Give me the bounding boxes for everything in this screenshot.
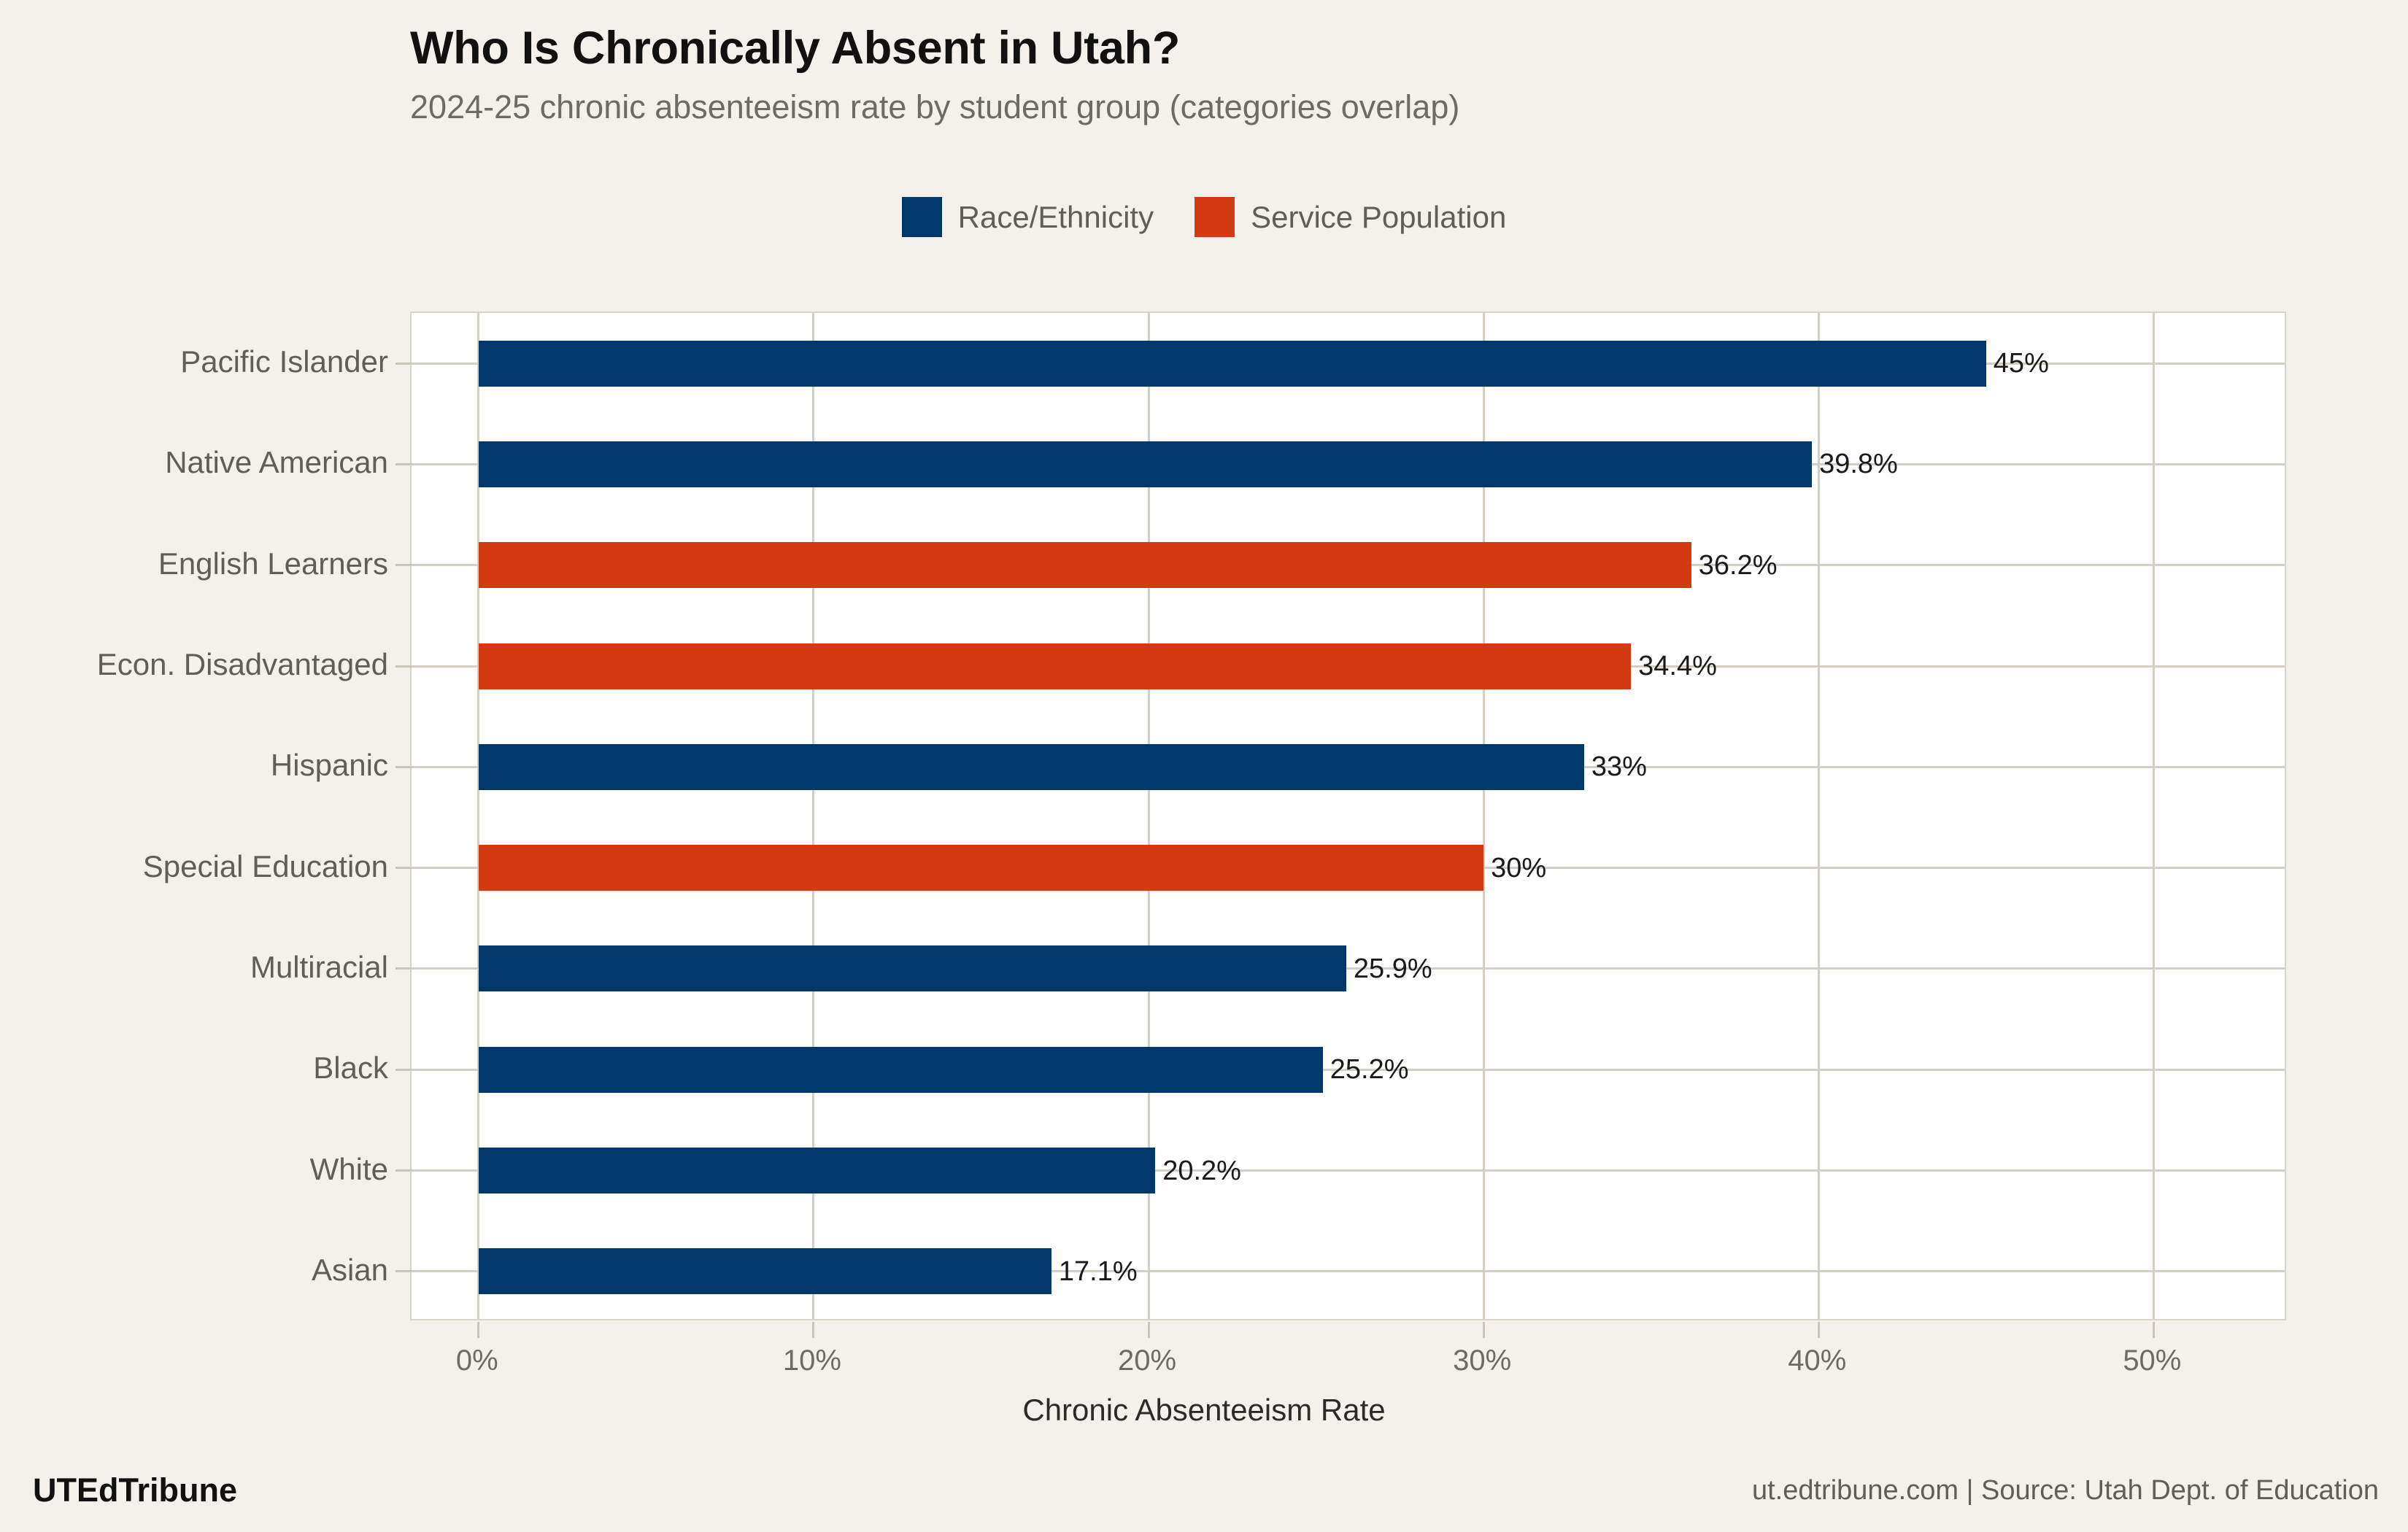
bar-value-label: 36.2% — [1698, 549, 1778, 581]
bar[interactable] — [478, 1148, 1156, 1194]
chart-footer: UTEdTribune ut.edtribune.com | Source: U… — [0, 1474, 2408, 1517]
footer-brand: UTEdTribune — [33, 1471, 237, 1509]
bar-value-label: 20.2% — [1162, 1155, 1241, 1186]
x-axis-tick — [1147, 1322, 1150, 1338]
y-tick-label: Black — [313, 1051, 388, 1086]
x-axis-tick — [812, 1322, 815, 1338]
y-tick-label: English Learners — [158, 546, 388, 581]
legend-entry[interactable]: Race/Ethnicity — [901, 197, 1154, 237]
bar-value-label: 17.1% — [1058, 1256, 1138, 1287]
bar-value-label: 30% — [1491, 852, 1547, 883]
x-axis-tick — [477, 1322, 480, 1338]
x-gridline — [477, 313, 480, 1319]
x-gridline — [1482, 313, 1485, 1319]
legend-label: Service Population — [1251, 199, 1507, 234]
bar[interactable] — [478, 542, 1691, 589]
x-gridline — [1147, 313, 1150, 1319]
y-tick-label: Special Education — [142, 848, 388, 883]
chart-subtitle: 2024-25 chronic absenteeism rate by stud… — [410, 88, 1460, 126]
bar[interactable] — [478, 1248, 1051, 1295]
x-tick-label: 0% — [455, 1345, 498, 1377]
y-tick-label: Native American — [165, 445, 388, 480]
y-axis-tick — [395, 765, 412, 768]
legend-entry[interactable]: Service Population — [1195, 197, 1506, 237]
x-gridline — [2152, 313, 2155, 1319]
y-axis-tick — [395, 1270, 412, 1273]
footer-source: ut.edtribune.com | Source: Utah Dept. of… — [1751, 1475, 2379, 1506]
y-tick-label: Hispanic — [270, 748, 388, 783]
x-axis-tick — [1482, 1322, 1485, 1338]
plot-area: 45% 39.8% 36.2% 34.4% 33% 30% 25.9% 25.2% 20.2% 1… — [395, 312, 2286, 1338]
bar[interactable] — [478, 441, 1813, 487]
legend-swatch-icon — [1195, 197, 1235, 237]
x-tick-label: 50% — [2123, 1345, 2182, 1377]
y-axis-tick — [395, 1068, 412, 1071]
bar-value-label: 25.9% — [1353, 953, 1432, 984]
bar-value-label: 39.8% — [1819, 449, 1898, 480]
page-title: Who Is Chronically Absent in Utah? — [410, 23, 1181, 74]
bar-value-label: 34.4% — [1638, 651, 1717, 682]
x-axis-tick — [1817, 1322, 1820, 1338]
x-gridline — [1817, 313, 1820, 1319]
y-gridline — [412, 1068, 2285, 1071]
x-tick-label: 20% — [1118, 1345, 1177, 1377]
y-axis-tick — [395, 867, 412, 870]
y-gridline — [412, 967, 2285, 970]
chart-header: Who Is Chronically Absent in Utah? 2024-… — [410, 22, 2307, 127]
y-axis-tick — [395, 463, 412, 465]
y-tick-label: White — [309, 1151, 388, 1186]
y-tick-label: Multiracial — [250, 949, 388, 984]
bar[interactable] — [478, 1046, 1323, 1093]
y-axis-tick — [395, 362, 412, 365]
y-tick-label: Pacific Islander — [180, 344, 388, 379]
x-tick-label: 40% — [1788, 1345, 1847, 1377]
y-axis-tick — [395, 564, 412, 567]
x-axis-title: Chronic Absenteeism Rate — [1022, 1393, 1386, 1427]
x-tick-label: 30% — [1453, 1345, 1512, 1377]
x-gridline — [812, 313, 815, 1319]
bar[interactable] — [478, 743, 1584, 790]
y-axis-tick — [395, 665, 412, 668]
x-axis-tick — [2152, 1322, 2155, 1338]
y-tick-label: Econ. Disadvantaged — [96, 647, 388, 682]
bar[interactable] — [478, 643, 1632, 689]
y-axis-tick — [395, 1169, 412, 1172]
bar[interactable] — [478, 340, 1986, 387]
chart-legend: Race/Ethnicity Service Population — [0, 197, 2408, 237]
bar-value-label: 45% — [1993, 348, 2049, 379]
bar-value-label: 33% — [1591, 751, 1647, 783]
bar-value-label: 25.2% — [1330, 1054, 1409, 1086]
y-axis-tick — [395, 967, 412, 970]
legend-swatch-icon — [901, 197, 942, 237]
x-tick-label: 10% — [782, 1345, 841, 1377]
y-gridline — [412, 1169, 2285, 1172]
y-gridline — [412, 1270, 2285, 1273]
bar[interactable] — [478, 845, 1484, 891]
bar[interactable] — [478, 945, 1346, 992]
y-tick-label: Asian — [311, 1252, 388, 1287]
legend-label: Race/Ethnicity — [957, 199, 1154, 234]
